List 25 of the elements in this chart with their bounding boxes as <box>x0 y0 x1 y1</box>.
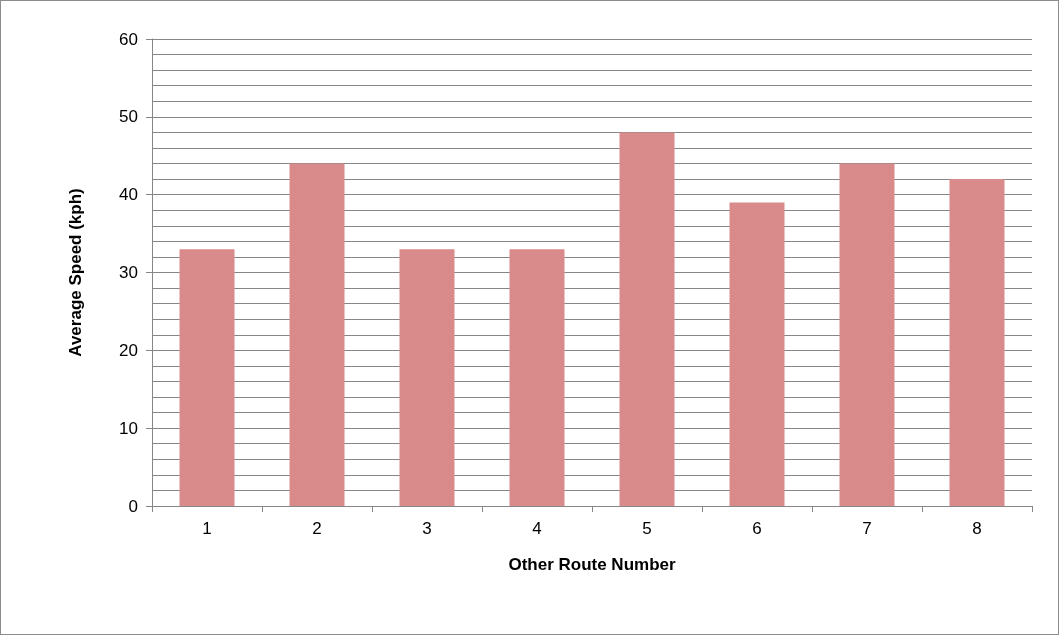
bar <box>729 202 785 506</box>
bar <box>839 163 895 506</box>
bar <box>289 163 345 506</box>
x-tick-label: 2 <box>312 519 322 538</box>
y-tick-label: 60 <box>119 29 138 49</box>
bar <box>399 249 455 506</box>
x-tick-label: 6 <box>752 519 762 538</box>
y-tick-label: 10 <box>119 418 138 438</box>
x-axis-title: Other Route Number <box>508 555 676 574</box>
y-axis-title: Average Speed (kph) <box>66 188 85 357</box>
y-tick-label: 0 <box>128 496 138 516</box>
y-tick-label: 40 <box>119 185 138 205</box>
x-tick-label: 1 <box>202 519 212 538</box>
x-tick-label: 4 <box>532 519 542 538</box>
bar <box>949 179 1005 506</box>
bar <box>509 249 565 506</box>
x-tick-label: 8 <box>972 519 982 538</box>
bar <box>619 132 675 506</box>
x-tick-label: 5 <box>642 519 652 538</box>
y-tick-label: 20 <box>119 340 138 360</box>
x-tick-label: 3 <box>422 519 432 538</box>
bar <box>179 249 235 506</box>
y-tick-label: 30 <box>119 263 138 282</box>
x-tick-label: 7 <box>862 519 872 538</box>
y-tick-label: 50 <box>119 107 138 127</box>
